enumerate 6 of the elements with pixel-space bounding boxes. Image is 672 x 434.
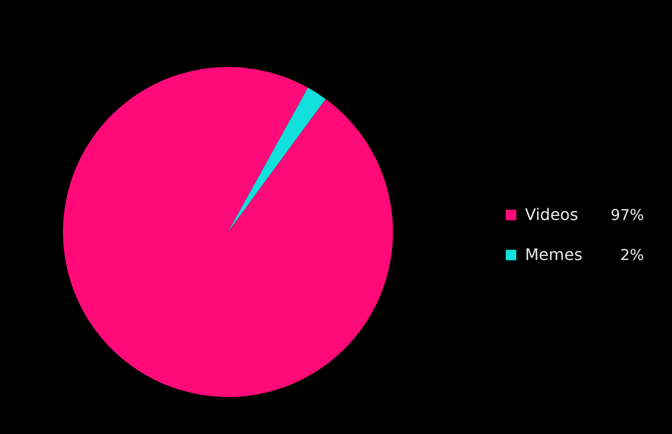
legend-label: Videos xyxy=(525,205,578,224)
pie-slice xyxy=(228,88,326,232)
legend-label: Memes xyxy=(525,245,582,264)
data-label: 2% xyxy=(620,246,644,264)
pie-slice xyxy=(63,67,393,397)
data-label: 97% xyxy=(610,206,644,224)
